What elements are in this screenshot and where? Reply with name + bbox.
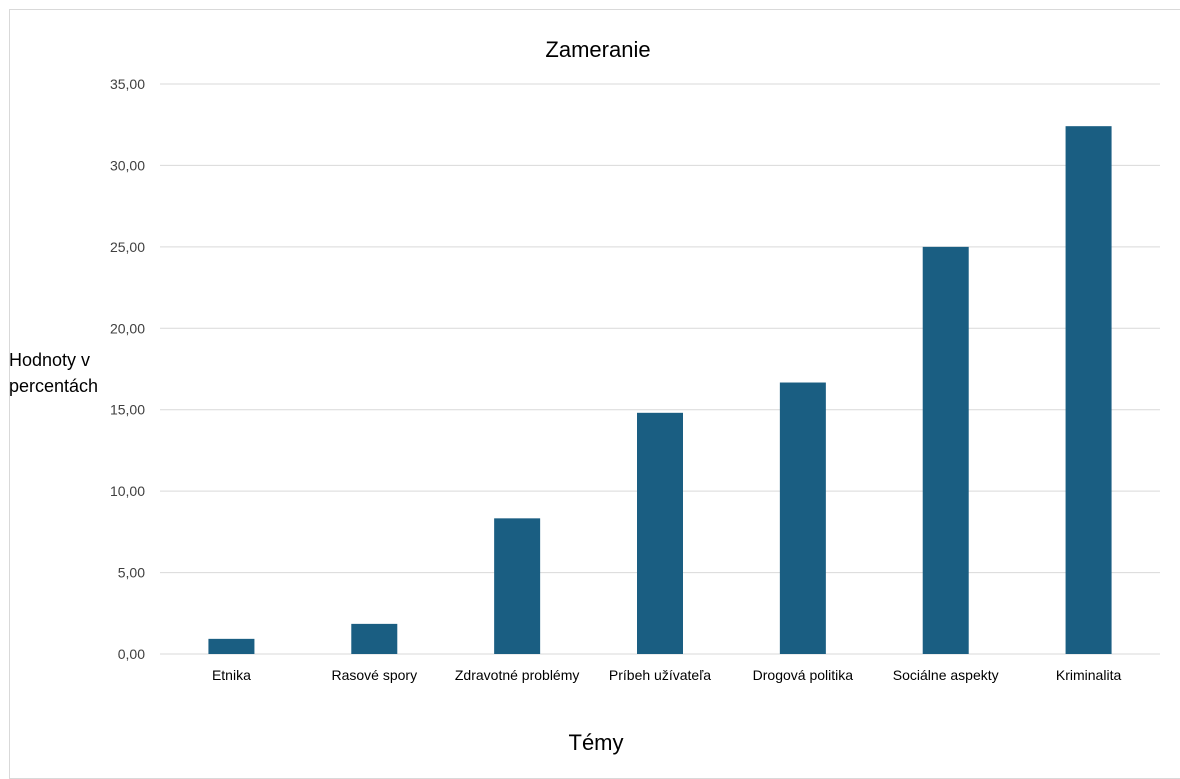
x-axis-title: Témy: [569, 730, 624, 755]
bar: [779, 382, 826, 654]
category-label: Etnika: [212, 667, 251, 683]
bar: [922, 246, 969, 654]
bars: [208, 126, 1112, 655]
y-tick-label: 10,00: [110, 483, 145, 499]
y-tick-label: 25,00: [110, 239, 145, 255]
bar: [208, 638, 255, 654]
chart-title: Zameranie: [545, 37, 650, 62]
bar: [637, 412, 683, 654]
y-tick-label: 20,00: [110, 320, 145, 336]
y-tick-label: 35,00: [110, 76, 145, 92]
category-label: Rasové spory: [331, 667, 417, 683]
category-label: Sociálne aspekty: [893, 667, 999, 683]
bar: [1065, 126, 1112, 655]
bar: [351, 623, 398, 654]
category-label: Kriminalita: [1056, 667, 1122, 683]
chart-frame: [9, 9, 1180, 779]
category-label: Príbeh užívateľa: [609, 667, 711, 683]
y-tick-label: 30,00: [110, 157, 145, 173]
y-tick-label: 5,00: [118, 565, 145, 581]
y-tick-label: 15,00: [110, 402, 145, 418]
y-tick-label: 0,00: [118, 646, 145, 662]
category-label: Zdravotné problémy: [455, 667, 580, 683]
y-axis-title-line-2: percentách: [9, 376, 98, 396]
category-label: Drogová politika: [753, 667, 854, 683]
bar: [494, 518, 541, 654]
y-axis-title-line-1: Hodnoty v: [9, 350, 90, 370]
y-tick-labels: 0,00 5,00 10,00 15,00 20,00 25,00 30,00 35,00: [110, 76, 145, 662]
category-labels: Etnika Rasové spory Zdravotné problémy Príb…: [212, 667, 1121, 683]
